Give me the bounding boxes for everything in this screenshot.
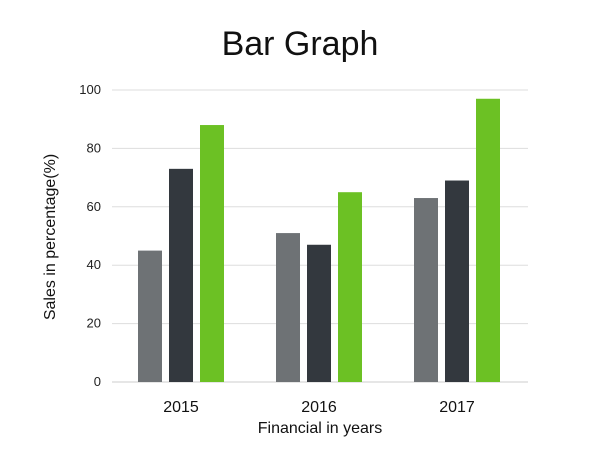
bar <box>307 244 331 382</box>
x-axis-label: Financial in years <box>258 420 383 437</box>
bar <box>276 233 300 382</box>
bar <box>138 250 162 382</box>
y-tick-label: 40 <box>87 257 101 272</box>
y-tick-label: 60 <box>87 199 101 214</box>
bars <box>138 98 500 382</box>
x-axis-ticks: 2015 2016 2017 <box>163 399 475 416</box>
bar <box>445 180 469 382</box>
y-tick-label: 0 <box>94 374 101 389</box>
bar <box>476 98 500 382</box>
y-tick-label: 20 <box>87 316 101 331</box>
bar <box>169 168 193 382</box>
bar <box>338 192 362 382</box>
bar <box>414 198 438 382</box>
y-tick-label: 80 <box>87 140 101 155</box>
bar <box>200 125 224 382</box>
y-tick-label: 100 <box>79 82 101 97</box>
y-axis-ticks: 0 20 40 60 80 100 <box>79 82 101 389</box>
x-tick-label: 2015 <box>163 399 199 416</box>
chart-title: Bar Graph <box>222 25 379 63</box>
y-axis-label: Sales in percentage(%) <box>42 154 59 320</box>
x-tick-label: 2017 <box>439 399 475 416</box>
x-tick-label: 2016 <box>301 399 337 416</box>
